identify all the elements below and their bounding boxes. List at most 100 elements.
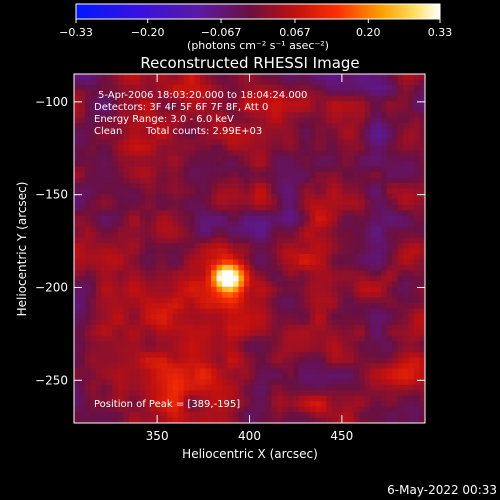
heatmap-cell	[233, 128, 239, 135]
chart-title: Reconstructed RHESSI Image	[140, 54, 359, 72]
heatmap-cell	[348, 199, 355, 206]
heatmap-cell	[260, 226, 267, 233]
heatmap-cell	[348, 243, 355, 249]
heatmap-cell	[265, 259, 272, 266]
heatmap-cell	[216, 363, 223, 369]
heatmap-cell	[90, 74, 97, 80]
heatmap-cell	[74, 313, 80, 320]
heatmap-cell	[161, 95, 168, 102]
heatmap-cell	[282, 155, 289, 162]
heatmap-cell	[216, 90, 223, 97]
heatmap-cell	[112, 363, 119, 369]
heatmap-cell	[150, 204, 157, 211]
heatmap-cell	[287, 357, 294, 364]
heatmap-cell	[167, 253, 174, 260]
heatmap-cell	[205, 406, 212, 413]
heatmap-cell	[392, 128, 398, 135]
heatmap-cell	[271, 226, 278, 233]
heatmap-cell	[414, 117, 420, 124]
heatmap-cell	[112, 204, 119, 211]
heatmap-cell	[282, 150, 289, 157]
heatmap-cell	[254, 384, 261, 391]
heatmap-cell	[128, 84, 135, 91]
heatmap-cell	[370, 155, 377, 162]
heatmap-cell	[238, 253, 245, 260]
heatmap-cell	[414, 177, 420, 184]
colorbar: −0.33 −0.20 −0.067 0.067 0.20 0.33 (photons c…	[59, 3, 452, 52]
heatmap-cell	[408, 221, 415, 228]
heatmap-cell	[386, 357, 393, 364]
heatmap-cell	[304, 84, 311, 91]
heatmap-cell	[227, 401, 234, 408]
heatmap-cell	[309, 401, 316, 408]
heatmap-cell	[392, 270, 398, 277]
heatmap-cell	[178, 237, 185, 244]
heatmap-cell	[419, 401, 426, 408]
heatmap-cell	[282, 128, 289, 135]
heatmap-cell	[222, 117, 228, 124]
heatmap-cell	[265, 166, 272, 173]
heatmap-cell	[353, 275, 360, 282]
heatmap-cell	[403, 390, 409, 397]
heatmap-cell	[178, 417, 185, 424]
heatmap-cell	[359, 221, 366, 228]
heatmap-cell	[326, 177, 333, 184]
heatmap-cell	[112, 259, 119, 266]
heatmap-cell	[183, 155, 190, 162]
heatmap-cell	[90, 177, 97, 184]
heatmap-cell	[128, 341, 135, 348]
heatmap-cell	[194, 172, 201, 179]
heatmap-cell	[145, 357, 152, 364]
heatmap-cell	[178, 215, 185, 222]
heatmap-cell	[233, 226, 239, 233]
heatmap-cell	[304, 215, 311, 222]
heatmap-cell	[293, 188, 300, 195]
heatmap-cell	[276, 166, 283, 173]
heatmap-cell	[200, 90, 207, 97]
heatmap-cell	[161, 259, 168, 266]
heatmap-cell	[211, 161, 217, 168]
heatmap-cell	[172, 172, 179, 179]
heatmap-cell	[161, 237, 168, 244]
heatmap-cell	[172, 215, 179, 222]
heatmap-cell	[386, 395, 393, 402]
heatmap-cell	[364, 95, 371, 102]
heatmap-cell	[74, 412, 80, 418]
heatmap-cell	[414, 79, 420, 86]
heatmap-cell	[211, 74, 217, 80]
heatmap-cell	[227, 363, 234, 369]
heatmap-cell	[101, 106, 108, 113]
heatmap-cell	[326, 363, 333, 369]
heatmap-cell	[342, 341, 349, 348]
heatmap-cell	[150, 166, 157, 173]
heatmap-cell	[244, 297, 250, 304]
heatmap-cell	[222, 253, 228, 260]
heatmap-cell	[167, 210, 174, 217]
heatmap-cell	[84, 417, 91, 424]
heatmap-cell	[408, 346, 415, 353]
heatmap-cell	[227, 172, 234, 179]
heatmap-cell	[408, 313, 415, 320]
heatmap-cell	[276, 243, 283, 249]
heatmap-cell	[337, 401, 344, 408]
heatmap-cell	[95, 221, 102, 228]
heatmap-cell	[331, 412, 338, 418]
heatmap-cell	[403, 363, 409, 369]
heatmap-cell	[353, 133, 360, 140]
heatmap-cell	[200, 292, 207, 298]
heatmap-cell	[74, 335, 80, 342]
heatmap-cell	[276, 286, 283, 293]
heatmap-cell	[293, 210, 300, 217]
heatmap-cell	[139, 199, 146, 206]
heatmap-cell	[276, 406, 283, 413]
heatmap-cell	[79, 270, 86, 277]
heatmap-cell	[359, 172, 366, 179]
heatmap-cell	[320, 232, 327, 238]
heatmap-cell	[90, 406, 97, 413]
heatmap-cell	[161, 112, 168, 119]
heatmap-cell	[342, 363, 349, 369]
heatmap-cell	[254, 401, 261, 408]
heatmap-cell	[375, 264, 382, 271]
heatmap-cell	[200, 232, 207, 238]
heatmap-cell	[364, 384, 371, 391]
